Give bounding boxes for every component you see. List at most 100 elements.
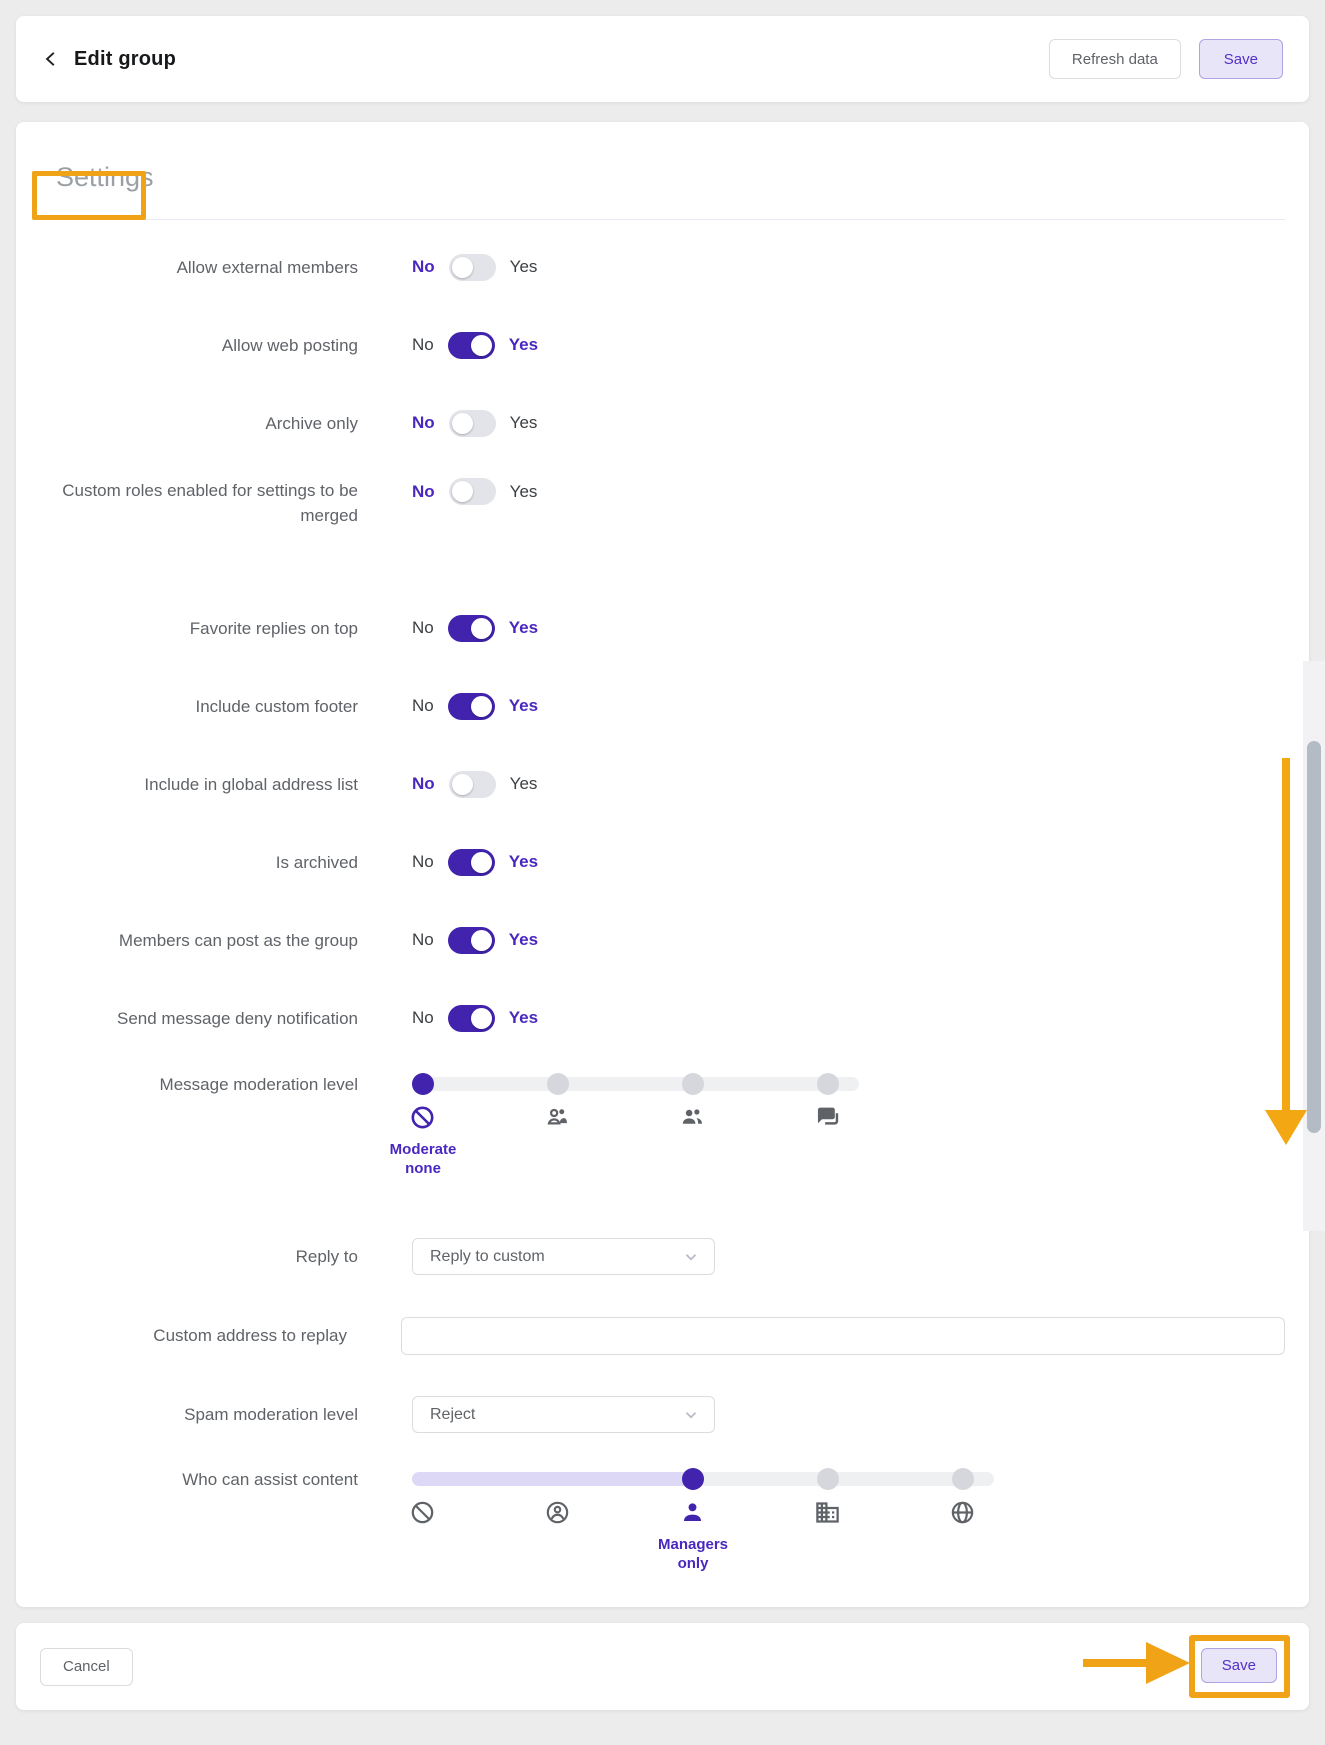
toggle-knob xyxy=(470,334,492,356)
toggle-knob xyxy=(470,929,492,951)
toggle-archive-only[interactable]: No Yes xyxy=(412,409,538,437)
setting-row: Send message deny notification No Yes xyxy=(40,979,1285,1057)
toggle-no-label: No xyxy=(412,852,434,871)
setting-label: Who can assist content xyxy=(182,1470,358,1489)
toggle-switch[interactable] xyxy=(447,1004,495,1032)
toggle-yes-label: Yes xyxy=(508,1008,539,1027)
toggle-knob xyxy=(470,617,492,639)
setting-label: Allow web posting xyxy=(221,335,358,355)
toggle-no-label: No xyxy=(412,335,434,354)
toggle-no-label: No xyxy=(412,696,434,715)
setting-label: Spam moderation level xyxy=(184,1405,358,1424)
setting-label: Include in global address list xyxy=(144,774,358,794)
reply-to-select[interactable]: Reply to custom xyxy=(412,1238,715,1275)
section-header: Settings xyxy=(40,122,1285,220)
toggle-knob xyxy=(451,256,473,278)
setting-row: Reply to Reply to custom xyxy=(40,1217,1285,1296)
toggle-send-message-deny-notification[interactable]: No Yes xyxy=(412,1004,539,1032)
setting-row: Is archived No Yes xyxy=(40,823,1285,901)
toggle-allow-external-members[interactable]: No Yes xyxy=(412,253,537,281)
slider-stop[interactable] xyxy=(547,1073,569,1095)
slider-stop[interactable] xyxy=(817,1468,839,1490)
toggle-switch[interactable] xyxy=(447,614,495,642)
toggle-no-label: No xyxy=(412,930,434,949)
setting-label: Include custom footer xyxy=(195,696,358,716)
toggle-favorite-replies-on-top[interactable]: No Yes xyxy=(412,614,539,642)
toggle-switch[interactable] xyxy=(447,848,495,876)
toggle-switch[interactable] xyxy=(448,478,496,505)
toggle-is-archived[interactable]: No Yes xyxy=(412,848,539,876)
refresh-data-button[interactable]: Refresh data xyxy=(1048,39,1181,79)
setting-row: Members can post as the group No Yes xyxy=(40,901,1285,979)
annotation-arrow-right-shaft xyxy=(1083,1659,1147,1667)
toggle-switch[interactable] xyxy=(447,331,495,359)
toggle-yes-label: Yes xyxy=(508,930,539,949)
globe-icon xyxy=(949,1499,976,1526)
setting-row: Include custom footer No Yes xyxy=(40,667,1285,745)
slider-stop[interactable] xyxy=(817,1073,839,1095)
domain-icon xyxy=(814,1499,841,1526)
slider-stop[interactable] xyxy=(682,1073,704,1095)
scrollbar-track[interactable] xyxy=(1303,661,1325,1231)
toggle-switch[interactable] xyxy=(448,253,496,281)
reply-to-value: Reply to custom xyxy=(430,1247,545,1265)
toggle-yes-label: Yes xyxy=(508,335,539,354)
chevron-down-icon xyxy=(682,1406,700,1424)
toggle-no-label: No xyxy=(412,1008,434,1027)
toggle-knob xyxy=(470,695,492,717)
cancel-button[interactable]: Cancel xyxy=(40,1647,133,1686)
toggle-include-in-global-address-list[interactable]: No Yes xyxy=(412,770,537,798)
toggle-switch[interactable] xyxy=(447,926,495,954)
setting-row: Spam moderation level Reject xyxy=(40,1375,1285,1454)
toggle-knob xyxy=(451,481,473,502)
toggle-switch[interactable] xyxy=(448,409,496,437)
person-icon xyxy=(679,1499,706,1526)
setting-label: Custom address to replay xyxy=(153,1326,347,1345)
toggle-allow-web-posting[interactable]: No Yes xyxy=(412,331,539,359)
setting-row: Who can assist content xyxy=(40,1468,1285,1584)
toggle-no-label: No xyxy=(412,413,435,432)
setting-label: Reply to xyxy=(295,1247,358,1266)
setting-label: Members can post as the group xyxy=(118,930,358,950)
setting-label: Archive only xyxy=(265,413,358,433)
toggle-switch[interactable] xyxy=(447,692,495,720)
slider-stop[interactable] xyxy=(952,1468,974,1490)
setting-row: Archive only No Yes xyxy=(40,384,1285,462)
toggle-yes-label: Yes xyxy=(508,852,539,871)
toggle-custom-roles-enabled[interactable]: No Yes xyxy=(412,478,537,505)
toggle-knob xyxy=(451,412,473,434)
scrollbar-thumb[interactable] xyxy=(1307,741,1321,1133)
slider-selected-caption: Managers only xyxy=(657,1536,729,1572)
custom-address-input[interactable] xyxy=(401,1316,1285,1355)
chevron-down-icon xyxy=(682,1248,700,1266)
slider-track[interactable] xyxy=(412,1077,859,1091)
slider-stop[interactable] xyxy=(412,1073,434,1095)
toggle-yes-label: Yes xyxy=(508,618,539,637)
setting-row: Favorite replies on top No Yes xyxy=(40,589,1285,667)
toggle-include-custom-footer[interactable]: No Yes xyxy=(412,692,539,720)
account-circle-icon xyxy=(544,1499,571,1526)
moderate-all-messages-icon xyxy=(814,1104,841,1131)
setting-row: Allow web posting No Yes xyxy=(40,306,1285,384)
slider-filled-track xyxy=(412,1472,697,1486)
setting-label: Is archived xyxy=(275,852,358,872)
toggle-yes-label: Yes xyxy=(509,413,538,432)
moderate-non-members-icon xyxy=(679,1104,706,1131)
toggle-members-can-post-as-group[interactable]: No Yes xyxy=(412,926,539,954)
annotation-arrow-right-head xyxy=(1146,1642,1190,1684)
slider-stop[interactable] xyxy=(682,1468,704,1490)
setting-label: Send message deny notification xyxy=(117,1008,358,1028)
toggle-knob xyxy=(470,851,492,873)
back-chevron-icon[interactable] xyxy=(42,50,60,68)
toggle-yes-label: Yes xyxy=(508,696,539,715)
spam-moderation-select[interactable]: Reject xyxy=(412,1396,715,1433)
toggle-no-label: No xyxy=(412,481,435,501)
footer-bar: Cancel Save xyxy=(16,1623,1309,1710)
save-button-top[interactable]: Save xyxy=(1198,39,1283,79)
setting-label: Message moderation level xyxy=(159,1075,358,1094)
save-button-footer[interactable]: Save xyxy=(1200,1648,1277,1683)
page-title: Edit group xyxy=(74,47,176,70)
toggle-switch[interactable] xyxy=(448,770,496,798)
top-bar: Edit group Refresh data Save xyxy=(16,16,1309,102)
setting-row: Custom address to replay xyxy=(40,1296,1285,1375)
